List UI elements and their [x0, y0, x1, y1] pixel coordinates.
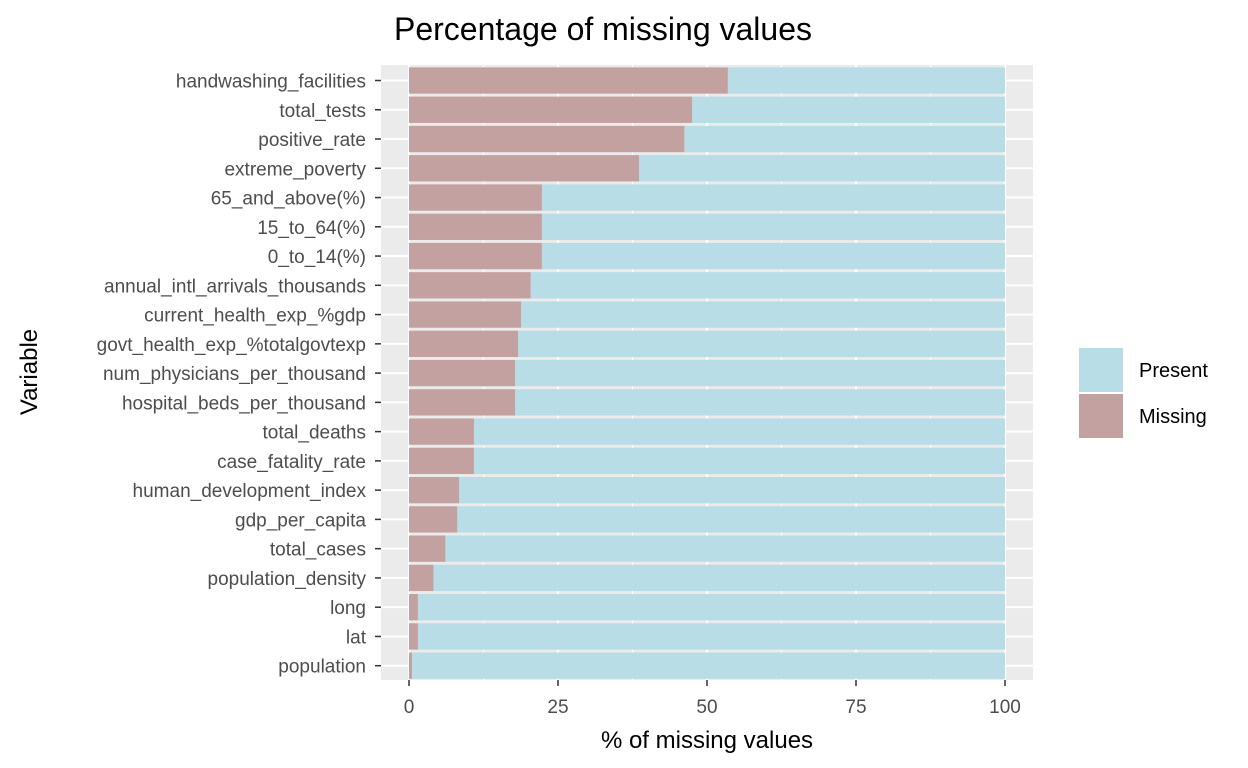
bar-present — [684, 125, 1005, 153]
y-tick-label: human_development_index — [133, 481, 367, 502]
bar-missing — [409, 359, 516, 387]
x-axis-ticks: 0 25 50 75 100 — [404, 680, 1021, 718]
bar-missing — [409, 301, 522, 328]
y-axis-title: Variable — [16, 329, 43, 415]
y-tick-label: lat — [346, 627, 367, 648]
bar-missing — [409, 213, 542, 240]
bar-present — [541, 184, 1005, 211]
bar-missing — [409, 96, 693, 123]
bar-missing — [409, 272, 531, 299]
x-tick-label: 100 — [989, 697, 1021, 718]
y-tick-label: gdp_per_capita — [235, 510, 366, 531]
bar-present — [515, 359, 1005, 387]
bar-present — [411, 652, 1006, 679]
bar-present — [541, 242, 1005, 270]
bar-present — [473, 418, 1005, 445]
bar-missing — [409, 564, 434, 592]
bar-present — [417, 594, 1005, 621]
bar-missing — [409, 389, 516, 416]
y-tick-label: govt_health_exp_%totalgovtexp — [97, 335, 366, 356]
bar-missing — [409, 184, 542, 211]
y-tick-label: hospital_beds_per_thousand — [122, 393, 366, 414]
y-axis-ticks: handwashing_facilities total_testspositiv… — [97, 72, 381, 678]
bar-missing — [409, 155, 640, 182]
bar-present — [521, 301, 1005, 328]
y-tick-label: 15_to_64(%) — [257, 218, 366, 239]
bar-missing — [409, 476, 460, 504]
legend-label: Missing — [1139, 406, 1207, 428]
y-tick-label: extreme_poverty — [224, 159, 366, 180]
chart-title: Percentage of missing values — [394, 11, 812, 47]
y-tick-label: case_fatality_rate — [217, 452, 366, 473]
bar-present — [459, 476, 1006, 504]
bar-missing — [409, 447, 474, 475]
bar-present — [417, 623, 1005, 650]
bar-present — [530, 272, 1005, 299]
bar-present — [518, 330, 1005, 358]
bar-present — [457, 506, 1005, 533]
bar-present — [639, 155, 1005, 182]
y-tick-label: num_physicians_per_thousand — [103, 364, 366, 385]
bar-present — [515, 389, 1005, 416]
legend-label: Present — [1139, 360, 1208, 382]
bar-present — [433, 564, 1005, 592]
y-tick-label: population_density — [208, 569, 367, 590]
legend-key — [1079, 394, 1123, 438]
y-tick-label: long — [330, 598, 366, 619]
x-tick-label: 50 — [696, 697, 717, 718]
bar-present — [692, 96, 1005, 123]
bar-missing — [409, 652, 412, 679]
bar-present — [727, 67, 1005, 94]
bar-missing — [409, 67, 728, 94]
y-tick-label: population — [278, 657, 366, 678]
bars — [409, 67, 1006, 679]
bar-present — [445, 535, 1006, 562]
y-tick-label: 0_to_14(%) — [268, 247, 366, 268]
bar-missing — [409, 623, 418, 650]
x-tick-label: 0 — [404, 697, 415, 718]
bar-missing — [409, 418, 474, 445]
x-axis-title: % of missing values — [601, 727, 813, 754]
y-tick-label: current_health_exp_%gdp — [144, 306, 366, 327]
bar-missing — [409, 506, 458, 533]
y-tick-label: positive_rate — [258, 130, 366, 151]
y-tick-label: 65_and_above(%) — [211, 189, 366, 210]
y-tick-label: total_deaths — [262, 423, 366, 444]
x-tick-label: 75 — [845, 697, 866, 718]
legend: Present Missing — [1079, 348, 1208, 438]
bar-missing — [409, 594, 418, 621]
bar-present — [473, 447, 1005, 475]
y-tick-label: handwashing_facilities — [176, 72, 366, 93]
x-tick-label: 25 — [547, 697, 568, 718]
bar-missing — [409, 330, 519, 358]
y-tick-label: annual_intl_arrivals_thousands — [104, 276, 366, 297]
y-tick-label: total_cases — [270, 540, 366, 561]
y-tick-label: total_tests — [279, 101, 366, 122]
bar-missing — [409, 535, 446, 562]
bar-present — [541, 213, 1005, 240]
bar-missing — [409, 242, 542, 270]
legend-key — [1079, 348, 1123, 392]
bar-missing — [409, 125, 685, 153]
